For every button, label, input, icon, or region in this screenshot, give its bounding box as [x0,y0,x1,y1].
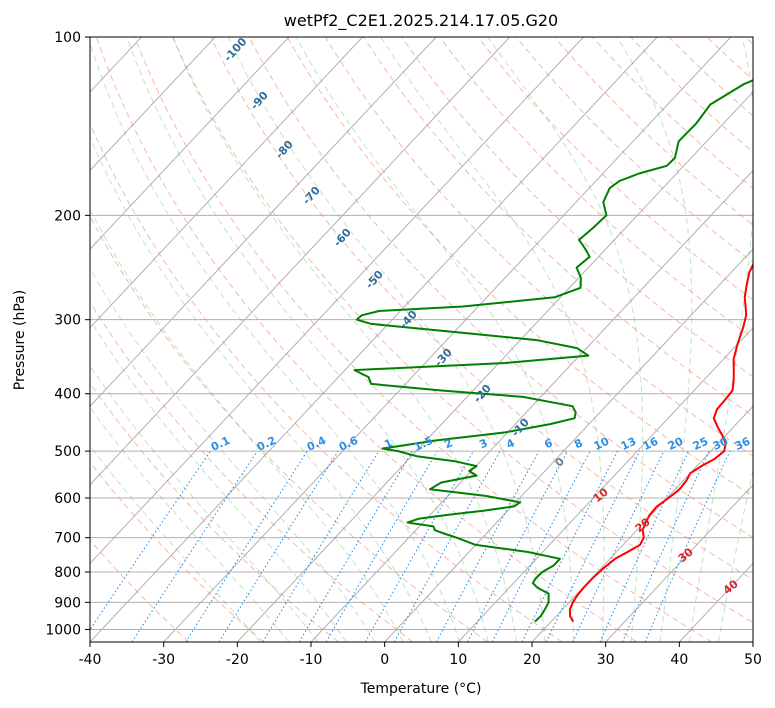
moist-adiabat-line [688,37,753,642]
temperature-line [568,262,753,623]
isotherm-line [384,248,753,642]
mixing-ratio-line [131,450,258,642]
mixing-ratio-label: 36 [733,435,753,453]
dry-adiabat-line [210,37,753,581]
isotherm-line [457,326,753,642]
x-tick-label: -10 [300,652,323,668]
mixing-ratio-line [90,450,211,631]
dry-adiabat-line [95,37,638,642]
moist-adiabat-line [487,37,644,642]
isotherm-line [90,37,584,565]
mixing-ratio-line [644,450,731,642]
plot-frame [89,36,754,643]
isotherm-line [90,37,216,172]
x-tick-label: -40 [79,652,102,668]
isotherm-line [531,405,753,642]
mixing-ratio-label: 30 [711,435,731,453]
dry-adiabat-line [90,461,264,642]
moist-adiabat-line [172,37,517,642]
dry-adiabat-line [477,37,753,301]
dry-adiabat-line [286,37,753,497]
y-tick-label: 900 [54,595,81,611]
moist-adiabat-line [295,37,575,642]
y-tick-label: 700 [54,531,81,547]
y-tick-label: 1000 [45,622,81,638]
isotherm-line [90,37,511,486]
moist-adiabat-line [717,467,753,642]
mixing-ratio-label: 20 [666,435,686,453]
dewpoint-line [353,79,753,623]
y-tick-label: 500 [54,444,81,460]
x-tick-label: 50 [744,652,762,668]
y-tick-label: 800 [54,565,81,581]
mixing-ratio-line [521,450,619,642]
x-tick-label: -30 [152,652,175,668]
moist-adiabat-line [90,364,319,642]
x-tick-label: 40 [670,652,688,668]
isotherm-line [90,37,658,642]
moist-adiabat-line [90,406,290,642]
moist-adiabat-line [126,37,489,642]
moist-adiabat-line [90,41,461,642]
x-tick-label: 30 [597,652,615,668]
mixing-ratio-label: 16 [641,435,661,453]
dry-adiabats [90,37,753,642]
y-tick-label: 100 [54,30,81,46]
y-tick-label: 300 [54,313,81,329]
profile-lines [353,79,753,623]
isotherm-line [163,37,732,642]
isotherm-line [90,37,437,407]
x-tick-label: -20 [226,652,249,668]
isotherm-line [310,169,753,642]
y-tick-label: 200 [54,208,81,224]
mixing-ratio-line [364,450,474,642]
mixing-ratio-line [435,450,540,642]
y-tick-label: 600 [54,491,81,507]
moist-adiabats [90,37,753,642]
x-axis-label: Temperature (°C) [360,681,482,697]
mixing-ratio-line [262,450,380,642]
x-tick-label: 0 [380,652,389,668]
moist-adiabat-line [90,319,347,642]
dry-adiabat-line [248,37,753,539]
x-tick-label: 10 [449,652,467,668]
moist-adiabat-line [380,37,605,642]
dry-adiabat-line [172,37,753,624]
moist-adiabat-line [90,208,404,642]
mixing-ratio-label: 10 [592,435,612,453]
mixing-ratio-line [621,450,710,642]
mixing-ratio-line [545,450,641,642]
isotherm-line [90,37,363,329]
moist-adiabat-line [90,267,376,642]
moist-adiabat-line [90,135,432,642]
mixing-ratio-label: 13 [619,435,638,453]
chart-title: wetPf2_C2E1.2025.214.17.05.G20 [284,11,558,31]
mixing-ratio-line [185,450,308,642]
dry-adiabat-line [90,539,190,642]
dry-adiabat-line [90,215,488,642]
y-axis-ticks: 1000 900 800 700 600 500 400 300 200 100 [45,30,90,638]
mixing-ratio-label: 25 [691,435,710,453]
y-axis-label: Pressure (hPa) [12,290,28,390]
dry-adiabat-line [90,122,563,642]
x-axis-ticks: -40 -30 -20 -10 0 10 20 30 40 50 [79,642,762,668]
isotherm-line [605,484,753,642]
dry-adiabat-line [134,37,712,642]
isotherm-line [90,37,290,250]
x-tick-label: 20 [523,652,541,668]
skewed-isotherms [90,37,753,642]
dry-adiabat-line [90,300,414,642]
moist-adiabat-line [227,37,546,642]
mixing-ratio-lines [90,450,731,642]
y-tick-label: 400 [54,387,81,403]
moist-adiabat-line [616,37,693,642]
